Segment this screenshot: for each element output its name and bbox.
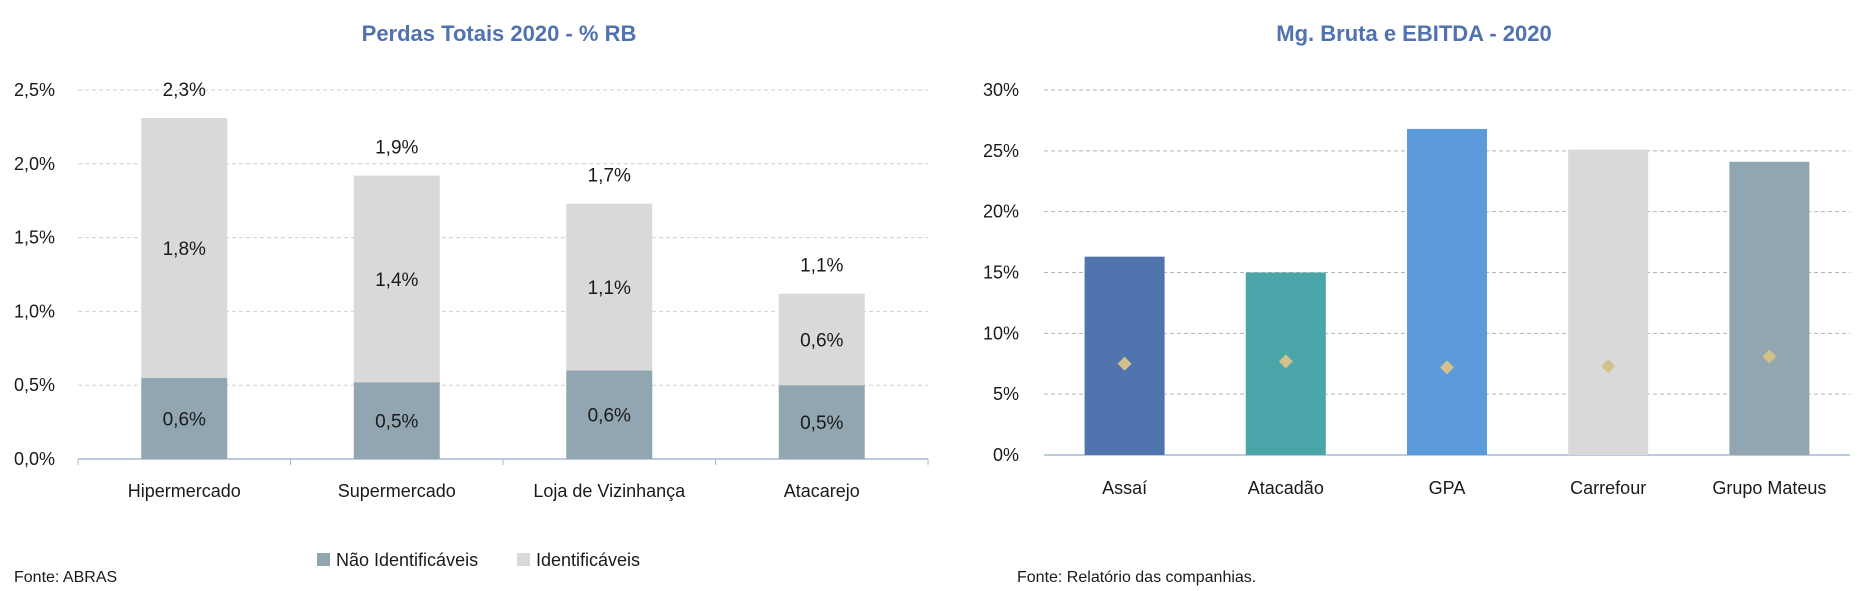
- data-label-identificaveis: 0,6%: [800, 330, 843, 351]
- chart1-legend: Não Identificáveis Identificáveis: [317, 550, 640, 570]
- bar-grupo-mateus: [1729, 161, 1810, 456]
- legend-label-nao-identificaveis: Não Identificáveis: [336, 550, 478, 570]
- legend-label-identificaveis: Identificáveis: [536, 550, 640, 570]
- marker-assai: [1117, 356, 1132, 371]
- bar-nao-identificaveis-supermercado: [353, 382, 440, 459]
- data-label-nao-identificaveis: 0,6%: [163, 409, 206, 430]
- legend-swatch-nao-identificaveis: [317, 553, 330, 566]
- data-label-nao-identificaveis: 0,5%: [800, 413, 843, 434]
- bar-nao-identificaveis-loja-de-vizinhanca: [566, 370, 653, 459]
- x-tick-label: GPA: [1429, 478, 1466, 498]
- bar-nao-identificaveis-hipermercado: [141, 377, 228, 459]
- bar-gpa: [1407, 128, 1487, 455]
- x-tick-label: Atacarejo: [784, 481, 860, 501]
- legend-swatch-identificaveis: [517, 553, 530, 566]
- bar-nao-identificaveis-atacarejo: [778, 385, 865, 459]
- y-tick-label: 30%: [983, 80, 1019, 100]
- data-label-nao-identificaveis: 0,5%: [375, 412, 418, 433]
- y-tick-label: 0,0%: [14, 449, 55, 469]
- x-tick-label: Assaí: [1102, 478, 1147, 498]
- y-tick-label: 25%: [983, 141, 1019, 161]
- data-label-nao-identificaveis: 0,6%: [588, 406, 631, 427]
- total-label: 1,9%: [375, 138, 418, 159]
- x-tick-label: Carrefour: [1570, 478, 1646, 498]
- y-tick-label: 2,0%: [14, 154, 55, 174]
- y-tick-label: 0%: [993, 445, 1019, 465]
- total-label: 1,1%: [800, 256, 843, 277]
- y-tick-label: 10%: [983, 323, 1019, 343]
- chart2-title: Mg. Bruta e EBITDA - 2020: [1276, 21, 1551, 46]
- x-tick-label: Hipermercado: [128, 481, 241, 501]
- bar-identificaveis-hipermercado: [141, 118, 228, 378]
- y-tick-label: 2,5%: [14, 80, 55, 100]
- chart1-source: Fonte: ABRAS: [14, 569, 117, 586]
- x-tick-label: Loja de Vizinhança: [533, 481, 686, 501]
- bar-identificaveis-atacarejo: [778, 293, 865, 386]
- y-tick-label: 15%: [983, 263, 1019, 283]
- x-tick-label: Supermercado: [338, 481, 456, 501]
- y-tick-label: 1,0%: [14, 301, 55, 321]
- y-tick-label: 1,5%: [14, 228, 55, 248]
- bar-identificaveis-loja-de-vizinhanca: [566, 203, 653, 371]
- marker-atacadao: [1278, 354, 1293, 369]
- marker-grupo-mateus: [1762, 349, 1777, 364]
- x-tick-label: Atacadão: [1248, 478, 1324, 498]
- bar-carrefour: [1568, 149, 1649, 455]
- y-tick-label: 5%: [993, 384, 1019, 404]
- total-label: 2,3%: [163, 80, 206, 101]
- chart-perdas-totais: Perdas Totais 2020 - % RB 0,0% 0,5% 1,0% 1,…: [14, 21, 929, 586]
- data-label-identificaveis: 1,8%: [163, 239, 206, 260]
- total-label: 1,7%: [588, 166, 631, 187]
- marker-carrefour: [1601, 359, 1616, 374]
- chart1-title: Perdas Totais 2020 - % RB: [362, 21, 637, 46]
- y-tick-label: 20%: [983, 202, 1019, 222]
- data-label-identificaveis: 1,4%: [375, 270, 418, 291]
- y-tick-label: 0,5%: [14, 375, 55, 395]
- data-label-identificaveis: 1,1%: [588, 278, 631, 299]
- marker-gpa: [1440, 360, 1454, 375]
- chart2-source: Fonte: Relatório das companhias.: [1017, 569, 1256, 586]
- chart-mg-bruta-ebitda: Mg. Bruta e EBITDA - 2020 0% 5% 10% 15% 20% 2…: [983, 21, 1850, 586]
- bar-identificaveis-supermercado: [353, 175, 440, 383]
- x-tick-label: Grupo Mateus: [1712, 478, 1826, 498]
- bar-assai: [1084, 256, 1165, 455]
